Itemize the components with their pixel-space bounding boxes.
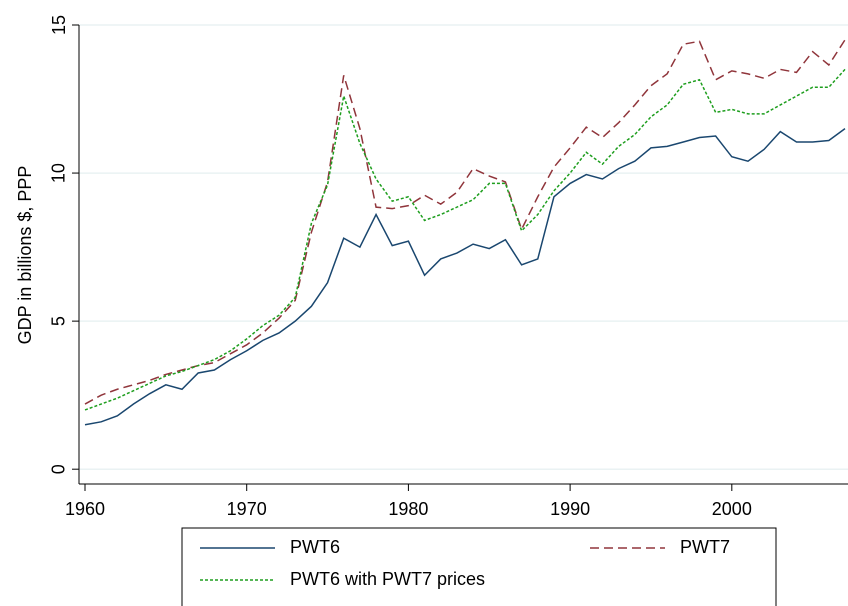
legend-label: PWT6 [290, 537, 340, 557]
legend-box [181, 527, 777, 606]
legend-label: PWT7 [680, 537, 730, 557]
legend-label: PWT6 with PWT7 prices [290, 569, 485, 589]
x-tick-label: 1980 [388, 499, 428, 519]
y-tick-label: 0 [49, 464, 69, 474]
x-tick-label: 1970 [227, 499, 267, 519]
series-line [84, 128, 846, 426]
y-tick-label: 5 [49, 316, 69, 326]
y-tick-label: 10 [49, 163, 69, 183]
y-tick-label: 15 [49, 15, 69, 35]
series-line [84, 39, 846, 405]
series-line [84, 68, 846, 411]
y-axis-title: GDP in billions $, PPP [15, 166, 35, 345]
x-tick-label: 2000 [712, 499, 752, 519]
x-tick-label: 1990 [550, 499, 590, 519]
x-tick-label: 1960 [65, 499, 105, 519]
